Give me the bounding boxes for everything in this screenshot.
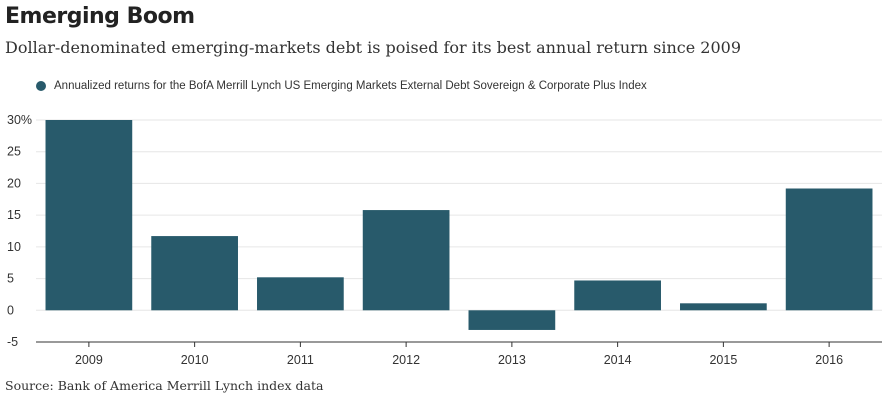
bar-2010 (151, 236, 238, 311)
y-tick-label-25: 25 (7, 145, 21, 159)
bar-2012 (362, 210, 450, 311)
chart-source: Source: Bank of America Merrill Lynch in… (5, 378, 324, 393)
x-tick-label-2009: 2009 (75, 353, 103, 367)
y-tick-label-10: 10 (7, 240, 21, 254)
bar-2016 (785, 188, 873, 311)
chart-subtitle: Dollar-denominated emerging-markets debt… (5, 38, 742, 57)
chart-title: Emerging Boom (5, 4, 195, 29)
x-tick-label-2015: 2015 (709, 353, 737, 367)
y-tick-label-30: 30% (7, 113, 32, 127)
y-tick-label-15: 15 (7, 208, 21, 222)
x-tick-label-2016: 2016 (815, 353, 843, 367)
bar-2011 (257, 277, 344, 311)
bar-2009 (45, 120, 133, 311)
y-tick-label-neg5: -5 (7, 335, 18, 349)
x-tick-label-2012: 2012 (392, 353, 420, 367)
x-axis-ticks: 2009 2010 2011 2012 2013 2014 2015 2016 (75, 342, 843, 367)
x-tick-label-2010: 2010 (181, 353, 209, 367)
bar-2015 (680, 303, 767, 311)
bars (45, 120, 873, 330)
y-axis-ticks: 30% 25 20 15 10 5 0 -5 (7, 113, 32, 349)
x-tick-label-2013: 2013 (498, 353, 526, 367)
y-tick-label-5: 5 (7, 272, 14, 286)
legend-swatch (36, 81, 46, 91)
legend-label: Annualized returns for the BofA Merrill … (54, 80, 647, 92)
bar-2014 (574, 280, 661, 311)
x-tick-label-2014: 2014 (604, 353, 632, 367)
chart-legend: Annualized returns for the BofA Merrill … (36, 80, 647, 92)
x-tick-label-2011: 2011 (287, 353, 314, 367)
y-tick-label-0: 0 (7, 303, 14, 317)
y-tick-label-20: 20 (7, 176, 21, 190)
bar-2013 (468, 310, 556, 330)
